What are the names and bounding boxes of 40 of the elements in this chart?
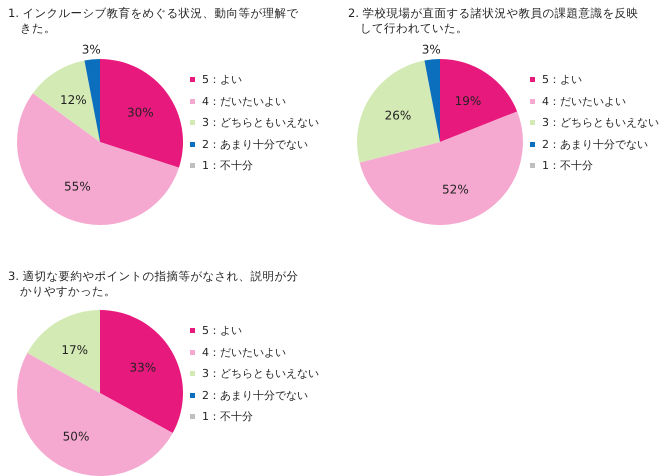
data-label: 3% <box>422 42 441 56</box>
pie-slice <box>100 59 183 168</box>
legend-label: 1：不十分 <box>542 158 593 174</box>
pie-slice <box>27 310 100 393</box>
legend-label: 3：どちらともいえない <box>202 115 319 130</box>
legend-label: 5：よい <box>542 72 582 88</box>
legend-label: 4：だいたいよい <box>202 344 286 360</box>
data-label: 3% <box>82 42 101 56</box>
data-label: 33% <box>130 360 156 375</box>
data-label: 17% <box>61 343 88 358</box>
pie-slice <box>17 353 173 476</box>
legend-label: 2：あまり十分でない <box>202 136 308 152</box>
legend-label: 5：よい <box>202 323 242 338</box>
legend-label: 4：だいたいよい <box>202 94 286 109</box>
data-label: 19% <box>454 94 482 108</box>
data-label: 30% <box>126 106 154 120</box>
legend-label: 3：どちらともいえない <box>202 366 319 382</box>
legend-label: 5：よい <box>202 72 242 88</box>
chart-title: 2. 学校現場が直面する諸状況や教員の課題意識を反映して行われていた。 <box>348 6 640 36</box>
legend-label: 4：だいたいよい <box>542 94 626 109</box>
pie-slice <box>17 93 179 225</box>
chart-title: 1. インクルーシブ教育をめぐる状況、動向等が理解できた。 <box>8 6 300 36</box>
pie-slice <box>100 310 183 433</box>
pie-slice <box>360 111 523 225</box>
pie-slice <box>84 59 100 142</box>
chart-title: 3. 適切な要約やポイントの指摘等がなされ、説明が分かりやすかった。 <box>8 269 300 299</box>
legend-label: 2：あまり十分でない <box>202 388 308 403</box>
legend-label: 1：不十分 <box>202 158 253 174</box>
pie-slice <box>440 59 518 142</box>
pie-slice <box>32 60 100 142</box>
data-label: 52% <box>442 182 469 196</box>
legend-label: 3：どちらともいえない <box>542 115 659 130</box>
legend-label: 2：あまり十分でない <box>542 136 648 152</box>
pie-slice <box>357 60 440 163</box>
pie-slice <box>424 59 440 142</box>
data-label: 50% <box>62 430 90 444</box>
data-label: 26% <box>384 108 412 122</box>
data-label: 12% <box>60 92 87 107</box>
data-label: 55% <box>64 179 91 194</box>
legend-label: 1：不十分 <box>202 409 253 424</box>
